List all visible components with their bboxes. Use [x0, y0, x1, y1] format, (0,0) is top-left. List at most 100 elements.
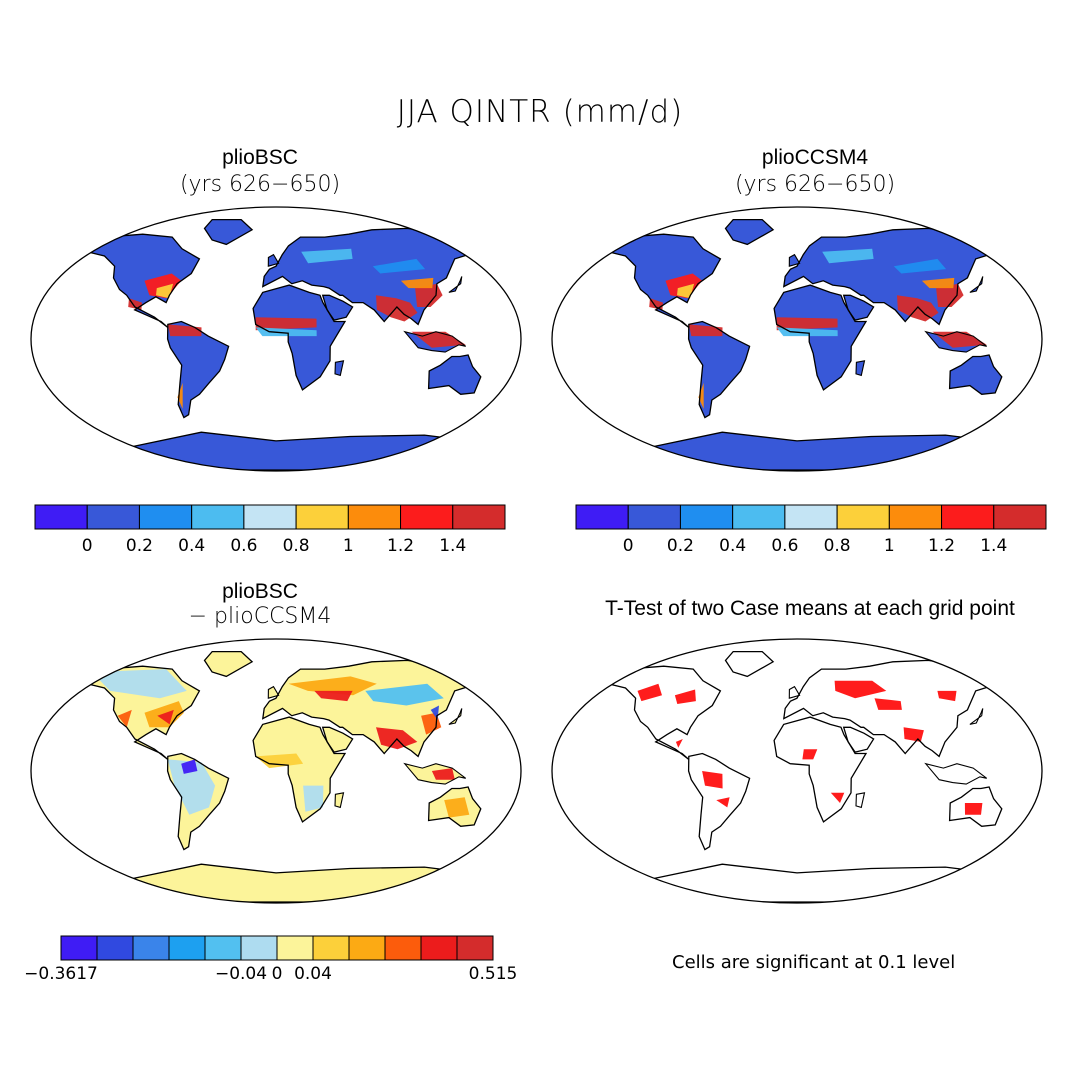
panel-2-title: plioCCSM4 — [761, 146, 869, 169]
colorbar-pliocccsm4-swatch-4 — [784, 504, 838, 530]
map-frame — [30, 206, 522, 472]
colorbar-pliocccsm4-label-6: 1.2 — [928, 536, 956, 556]
coastline-eurasia — [261, 227, 499, 326]
field-patch — [874, 698, 902, 710]
land-greenland — [204, 219, 253, 245]
colorbar-difference-swatch-6 — [276, 935, 314, 961]
coastline-japan — [448, 708, 463, 725]
colorbar-pliobsc-swatch-8 — [452, 504, 506, 530]
coastline-samerica — [166, 752, 230, 851]
land-australia — [949, 355, 1002, 395]
colorbar-difference-swatch-2 — [132, 935, 170, 961]
island-madagascar — [856, 792, 865, 808]
land-antarctica — [57, 864, 495, 902]
colorbar-difference-label-4: 0.515 — [468, 964, 518, 984]
island-uk — [789, 686, 800, 699]
coastline-antarctica — [577, 431, 1017, 471]
field-patch — [167, 759, 216, 815]
coastline-eurasia — [782, 659, 1020, 758]
field-patch — [255, 753, 304, 769]
coastline-australia — [427, 786, 482, 827]
land-samerica — [688, 321, 750, 418]
field-patch — [903, 727, 924, 742]
coastline-samerica — [687, 320, 751, 419]
field-patch — [365, 683, 444, 706]
field-patch — [181, 759, 198, 774]
field-patch — [431, 768, 455, 780]
land-antarctica — [578, 432, 1016, 470]
land-africa — [253, 285, 345, 390]
field-patch — [830, 792, 845, 803]
field-patch — [314, 690, 353, 702]
colorbar-pliocccsm4 — [575, 504, 1047, 530]
land-antarctica — [578, 864, 1016, 902]
colorbar-pliobsc-label-4: 0.8 — [282, 536, 310, 556]
colorbar-difference — [60, 935, 494, 961]
field-patch — [702, 771, 723, 789]
map-frame — [551, 206, 1043, 472]
significance-note: Cells are significant at 0.1 level — [672, 952, 956, 973]
field-patch — [637, 683, 662, 702]
coastline-australia — [948, 786, 1003, 827]
panel-4-title: T-Test of two Case means at each grid po… — [605, 597, 1015, 620]
field-patch — [156, 283, 174, 299]
field-patch — [301, 248, 353, 264]
land-africa — [774, 285, 866, 390]
coastline-namerica — [589, 665, 722, 760]
land-greenland — [725, 651, 774, 677]
panel-1-subtitle: (yrs 626−650) — [179, 172, 341, 197]
field-patch — [400, 277, 434, 289]
coastline-samerica — [687, 752, 751, 851]
colorbar-pliocccsm4-swatch-7 — [941, 504, 995, 530]
colorbar-pliocccsm4-swatch-2 — [679, 504, 734, 530]
island-uk — [268, 254, 279, 267]
land-australia — [428, 355, 481, 395]
colorbar-difference-swatch-3 — [168, 935, 206, 961]
island-nz — [493, 394, 511, 406]
land-samerica — [167, 321, 229, 418]
coastline-namerica — [68, 233, 201, 328]
land-greenland — [204, 651, 253, 677]
colorbar-difference-swatch-5 — [240, 935, 278, 961]
coastline-arabia — [321, 294, 354, 321]
coastline-africa — [252, 716, 347, 823]
colorbar-pliocccsm4-label-7: 1.4 — [980, 536, 1008, 556]
colorbar-pliobsc-label-5: 1 — [342, 536, 354, 556]
colorbar-difference-label-0: −0.3617 — [24, 964, 98, 984]
coastline-japan — [448, 276, 463, 293]
coastline-madagascar — [334, 360, 345, 377]
colorbar-pliobsc-label-3: 0.6 — [230, 536, 258, 556]
panel-1-title: plioBSC — [222, 146, 298, 169]
colorbar-pliocccsm4-swatch-5 — [836, 504, 890, 530]
field-patch — [255, 317, 317, 331]
coastline-antarctica — [56, 863, 496, 903]
map-frame — [551, 638, 1043, 904]
field-patch — [936, 283, 964, 307]
land-greenland — [725, 219, 774, 245]
coastline-madagascar — [855, 792, 866, 809]
island-madagascar — [335, 360, 344, 376]
colorbar-difference-swatch-11 — [456, 935, 494, 961]
colorbar-difference-labels: −0.3617 −0.04 0 0.04 0.515 — [24, 964, 517, 986]
coastline-arabia — [321, 726, 354, 753]
field-patch — [776, 317, 838, 331]
colorbar-pliobsc-swatch-2 — [138, 504, 193, 530]
colorbar-difference-label-1: −0.04 — [214, 964, 268, 984]
coastline-indonesia — [924, 330, 988, 353]
coastline-madagascar — [334, 792, 345, 809]
coastline-arabia — [842, 726, 875, 753]
panel-3-subtitle: − plioCCSM4 — [188, 604, 332, 629]
field-patch — [255, 327, 317, 337]
coastline-nz — [1013, 393, 1033, 407]
coastline-japan — [969, 276, 984, 293]
coastline-namerica — [589, 233, 722, 328]
colorbar-difference-swatch-9 — [384, 935, 422, 961]
island-uk — [789, 254, 800, 267]
coastline-indonesia — [924, 762, 988, 785]
island-nz — [1014, 394, 1032, 406]
colorbar-pliocccsm4-swatch-3 — [732, 504, 786, 530]
coastline-arabia — [842, 294, 875, 321]
map-pliocccsm4 — [551, 206, 1043, 472]
colorbar-pliobsc-label-2: 0.4 — [178, 536, 206, 556]
colorbar-difference-swatch-7 — [312, 935, 350, 961]
